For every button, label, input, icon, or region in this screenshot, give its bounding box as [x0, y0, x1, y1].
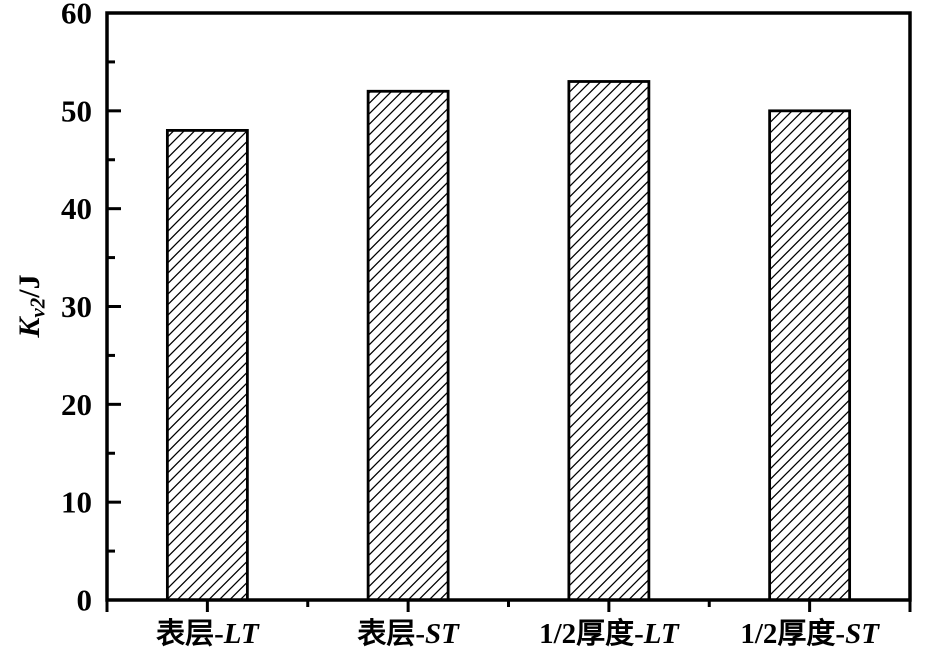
x-category-suffix: LT: [223, 618, 260, 650]
bar: [366, 89, 450, 602]
y-axis-symbol: K: [13, 317, 46, 338]
y-axis-subscript: v2: [25, 297, 50, 318]
x-category-base: 1/2厚度-: [740, 617, 845, 650]
x-category-suffix: ST: [845, 618, 880, 650]
bar: [165, 128, 249, 602]
bar: [768, 109, 852, 602]
x-category-base: 表层-: [357, 617, 425, 650]
x-category-label: 表层-ST: [357, 617, 460, 650]
y-tick-label: 20: [61, 387, 92, 422]
x-category-suffix: LT: [643, 618, 680, 650]
x-category-suffix: ST: [425, 618, 460, 650]
x-category-label: 1/2厚度-LT: [539, 617, 680, 650]
x-category-label: 1/2厚度-ST: [740, 617, 880, 650]
y-axis-unit: /J: [13, 274, 46, 298]
y-tick-label: 0: [77, 583, 93, 618]
y-tick-label: 40: [61, 191, 92, 226]
bar: [567, 80, 651, 602]
y-tick-label: 30: [61, 289, 92, 324]
x-category-base: 表层-: [156, 617, 224, 650]
y-tick-label: 10: [61, 485, 92, 520]
y-tick-label: 50: [61, 93, 92, 128]
x-category-label: 表层-LT: [156, 617, 260, 650]
y-axis-title: Kv2/J: [13, 274, 49, 338]
x-category-base: 1/2厚度-: [539, 617, 644, 650]
y-tick-label: 60: [61, 0, 92, 31]
